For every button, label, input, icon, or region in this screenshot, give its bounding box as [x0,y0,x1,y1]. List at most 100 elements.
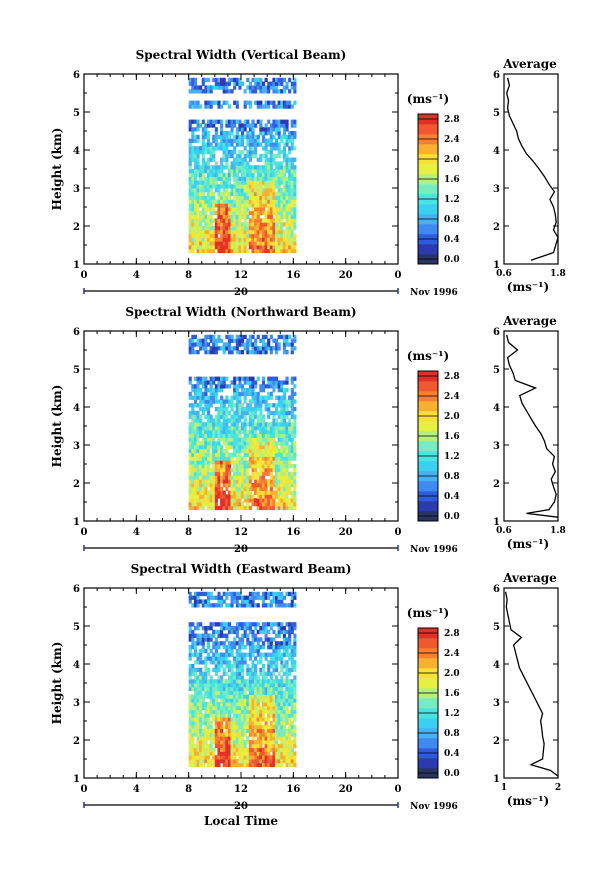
heat-cell [235,732,239,737]
heat-cell [285,407,289,412]
heat-cell [280,248,284,254]
heat-cell [243,448,247,454]
heat-cell [201,759,205,764]
heat-cell [222,490,226,495]
heat-cell [251,199,255,204]
heat-cell [227,169,232,174]
heat-cell [248,138,252,143]
heat-cell [193,694,198,699]
heat-cell [288,690,292,695]
heat-cell [246,713,250,718]
heat-cell [264,622,268,627]
heat-cell [256,717,260,722]
heat-cell [277,207,281,212]
heat-cell [275,191,279,197]
heat-cell [230,743,234,749]
heat-cell [269,426,273,431]
heat-cell [196,502,200,507]
heat-cell [220,448,224,454]
heat-cell [199,464,203,469]
heat-cell [225,656,229,661]
heat-cell [233,591,237,597]
heat-cell [246,622,250,627]
heat-cell [280,218,284,223]
heat-cell [193,172,198,178]
heat-cell [220,471,224,476]
heat-cell [241,169,245,174]
heat-cell [191,176,195,181]
heat-cell [282,334,286,340]
heat-cell [248,338,252,343]
heat-cell [275,426,279,431]
heat-cell [227,483,232,488]
heat-cell [214,245,218,250]
heat-cell [196,652,200,657]
heat-cell [290,207,294,212]
heat-cell [241,233,245,238]
heat-cell [191,732,195,737]
heat-cell [230,717,234,722]
heat-cell [238,391,242,397]
heat-cell [248,690,252,695]
heat-cell [238,350,242,355]
heat-cell [220,410,224,416]
heat-cell [217,388,221,393]
heat-cell [293,717,297,722]
heat-cell [290,498,294,503]
heat-cell [272,740,276,745]
heat-cell [238,641,242,646]
heat-cell [241,161,245,166]
heat-cell [241,176,245,181]
heat-cell [206,671,211,676]
heat-cell [235,460,239,465]
heat-cell [188,248,192,254]
heat-cell [233,475,237,480]
heat-cell [288,505,292,511]
heat-cell [246,119,250,124]
heat-cell [246,652,250,657]
heat-cell [259,755,263,760]
heat-cell [222,207,226,212]
heat-cell [248,452,252,457]
heat-cell [204,736,208,741]
heat-cell [285,380,289,385]
heat-cell [290,407,294,412]
heat-cell [293,376,297,381]
heat-cell [280,245,284,250]
heat-cell [214,119,218,124]
heat-cell [199,713,203,718]
heat-cell [267,479,271,484]
heat-cell [272,180,276,185]
heat-cell [256,645,260,650]
y-tick-label: 4 [73,660,80,671]
heat-cell [246,433,250,438]
heat-cell [220,172,224,178]
heat-cell [235,245,239,250]
heat-cell [201,755,205,760]
heat-cell [254,191,258,197]
heat-cell [209,203,213,208]
heat-cell [246,180,250,185]
heat-cell [238,210,242,216]
heat-cell [214,713,218,718]
heat-cell [188,100,192,105]
heat-cell [251,698,255,703]
heat-cell [191,645,195,650]
heat-cell [199,475,203,480]
heat-cell [214,226,218,231]
heat-cell [225,479,229,484]
heat-cell [290,350,294,355]
heat-cell [212,150,216,155]
heat-cell [285,747,289,752]
heat-cell [246,471,250,476]
heat-cell [193,81,198,86]
heat-cell [227,245,232,250]
heat-cell [230,675,234,680]
heat-cell [290,667,294,673]
heat-cell [277,448,281,454]
heat-cell [293,498,297,503]
heat-cell [196,161,200,166]
heat-cell [235,702,239,707]
heat-cell [225,460,229,465]
heat-cell [259,445,263,450]
